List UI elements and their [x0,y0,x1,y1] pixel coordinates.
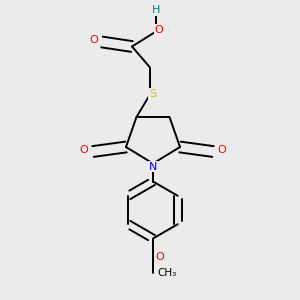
Text: O: O [89,34,98,45]
Text: O: O [218,145,226,155]
Text: O: O [154,25,164,35]
Text: O: O [80,145,88,155]
Text: S: S [149,89,156,99]
Text: O: O [155,251,164,262]
Text: CH₃: CH₃ [157,268,176,278]
Text: N: N [149,161,157,172]
Text: H: H [152,5,160,15]
